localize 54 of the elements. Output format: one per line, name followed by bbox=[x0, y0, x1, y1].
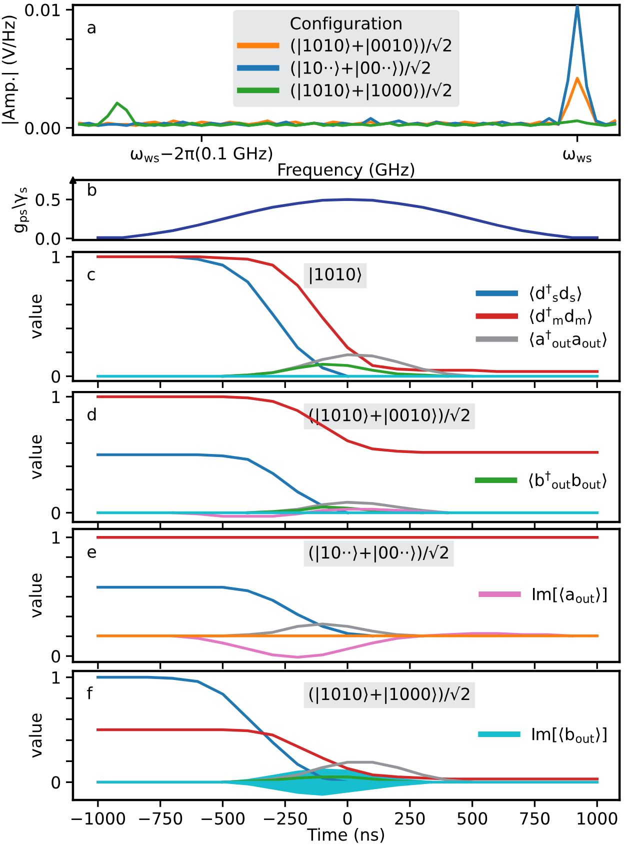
y-tick-label: 0.00 bbox=[25, 122, 60, 134]
y-axis-title: value bbox=[28, 574, 42, 618]
annotation: c bbox=[88, 270, 95, 280]
y-tick-label: 0 bbox=[52, 776, 60, 789]
x-tick-label: −500 bbox=[202, 812, 244, 825]
x-tick-label: ω$_{ws}$−2π(0.1 GHz) bbox=[130, 146, 272, 162]
y-axis-title: value bbox=[28, 714, 42, 758]
x-tick-label: 750 bbox=[520, 812, 550, 825]
x-axis-title: Time (ns) bbox=[307, 828, 384, 843]
legend-label: ⟨d$^{†}$$_{m}$d$_{m}$⟩ bbox=[530, 306, 592, 325]
line-series bbox=[78, 102, 616, 127]
annotation: b bbox=[88, 183, 96, 196]
text: (|10··⟩+|00··⟩)/√2 bbox=[309, 544, 448, 562]
y-axis-title: |Amp.| (V/Hz) bbox=[2, 16, 18, 124]
legend-label: Im[⟨a$_{out}$⟩] bbox=[533, 587, 606, 604]
text: (|1010⟩+|0010⟩)/√2 bbox=[309, 408, 470, 426]
annotation: d bbox=[88, 408, 96, 421]
y-tick-label: 0.01 bbox=[25, 4, 60, 16]
legend-label: (|1010⟩+|1000⟩)/√2 bbox=[291, 82, 452, 100]
x-tick-label: −750 bbox=[139, 812, 182, 825]
legend-label: ⟨b$^{†}$$_{out}$b$_{out}$⟩ bbox=[529, 471, 606, 489]
y-tick-label: 0.0 bbox=[36, 232, 60, 246]
annotation: e bbox=[88, 548, 96, 558]
y-axis-title: g$_{ps}$\γ$_{s}$ bbox=[12, 188, 30, 233]
y-axis-title: value bbox=[28, 294, 42, 339]
x-tick-label: −250 bbox=[264, 812, 307, 825]
y-tick-label: 1 bbox=[52, 250, 60, 264]
y-tick-label: 1 bbox=[52, 532, 60, 544]
y-tick-label: 1 bbox=[52, 390, 60, 404]
y-tick-label: 0 bbox=[52, 506, 60, 520]
y-tick-label: 0 bbox=[52, 370, 60, 383]
line-series bbox=[96, 395, 598, 454]
y-axis-title: value bbox=[28, 435, 42, 480]
y-tick-label: 0 bbox=[52, 650, 60, 663]
x-tick-label: ω$_{ws}$ bbox=[563, 150, 592, 162]
y-tick-label: 1 bbox=[52, 671, 60, 684]
y-tick-label: 0.5 bbox=[36, 193, 60, 206]
legend-label: ⟨d$^{†}$$_{s}$d$_{s}$⟩ bbox=[530, 284, 582, 302]
legend-title: Configuration bbox=[290, 16, 402, 33]
x-tick-label: 250 bbox=[395, 812, 425, 825]
text: (|1010⟩+|1000⟩)/√2 bbox=[309, 686, 470, 704]
text: |1010⟩ bbox=[310, 267, 362, 284]
annotation: a bbox=[88, 24, 96, 34]
legend-label: (|1010⟩+|0010⟩)/√2 bbox=[291, 38, 452, 56]
x-tick-label: 0 bbox=[343, 812, 352, 825]
line-series bbox=[96, 198, 598, 240]
legend-label: (|10··⟩+|00··⟩)/√2 bbox=[291, 60, 430, 78]
x-axis-title: Frequency (GHz) bbox=[278, 162, 414, 180]
x-tick-label: 1000 bbox=[578, 812, 618, 825]
x-tick-label: 500 bbox=[458, 812, 488, 825]
annotation: f bbox=[87, 686, 93, 700]
legend-label: Im[⟨b$_{out}$⟩] bbox=[532, 727, 606, 743]
legend-label: ⟨a$^{†}$$_{out}$a$_{out}$⟩ bbox=[530, 330, 606, 348]
x-tick-label: −1000 bbox=[71, 812, 126, 825]
